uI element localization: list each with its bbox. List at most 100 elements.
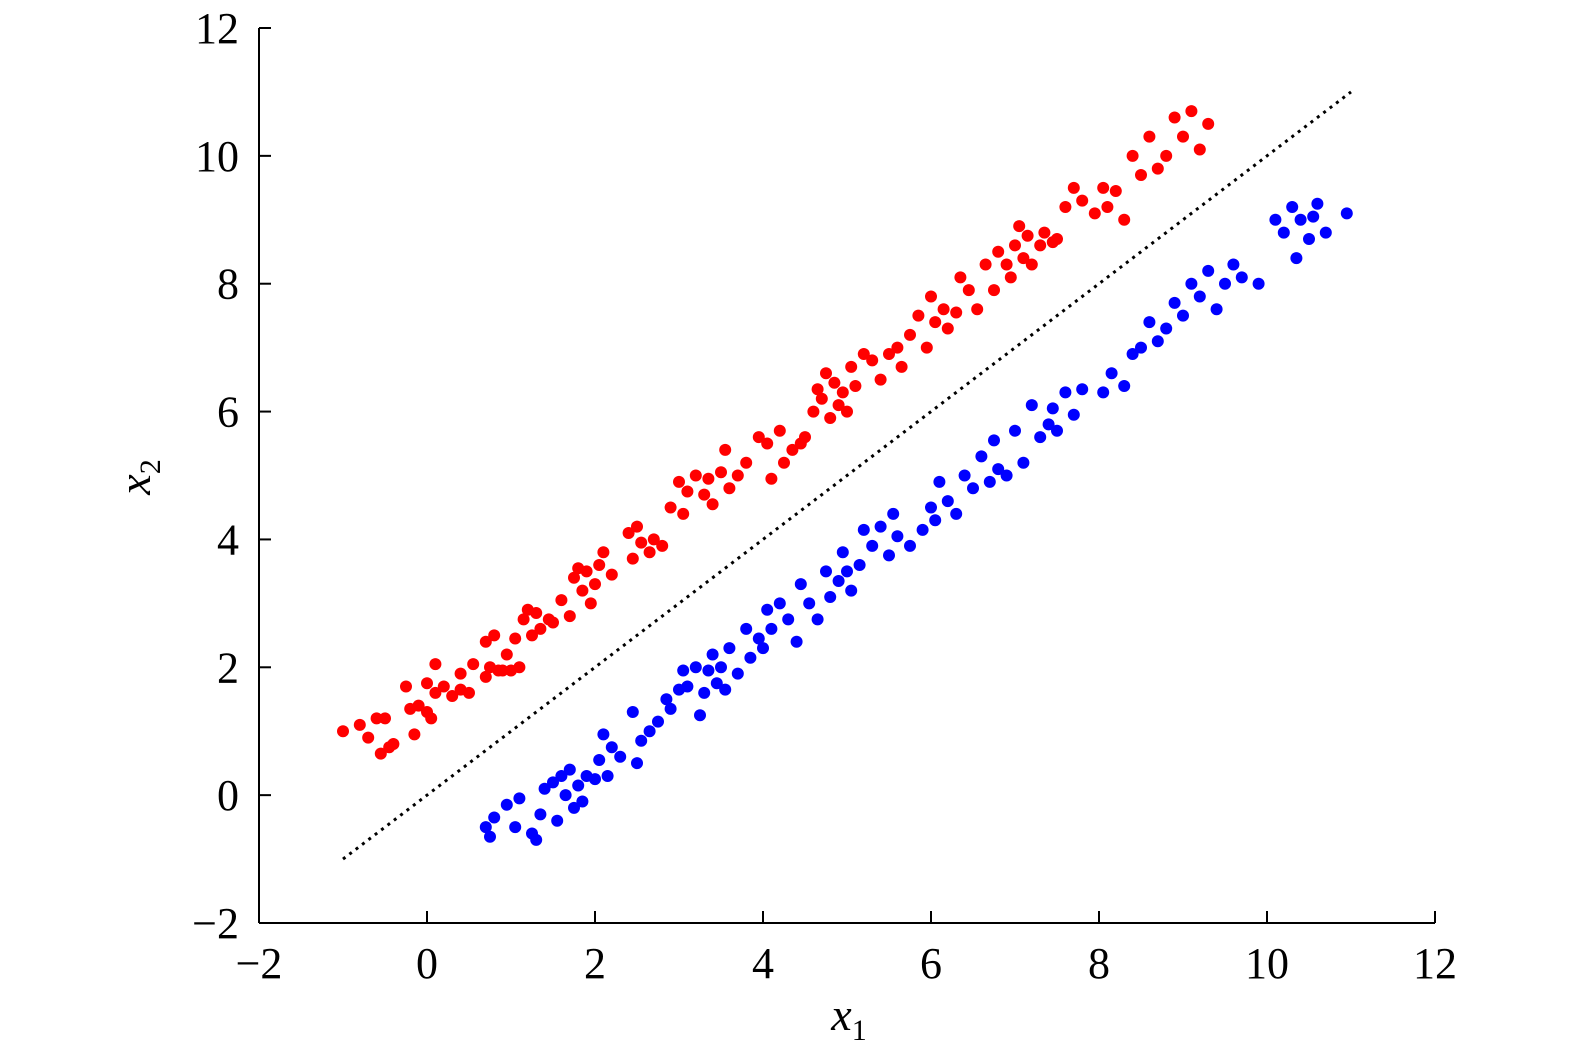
red-data-point: [937, 303, 950, 316]
blue-data-point: [559, 789, 572, 802]
red-data-point: [500, 648, 513, 661]
blue-data-point: [1294, 213, 1307, 226]
blue-data-point: [757, 642, 769, 655]
blue-data-point: [744, 651, 757, 664]
blue-data-point: [1185, 277, 1198, 290]
red-data-point: [647, 533, 660, 546]
x-axis-label: x1: [830, 989, 866, 1047]
blue-data-point: [1143, 316, 1156, 329]
blue-data-point: [929, 514, 942, 527]
blue-data-point: [845, 584, 858, 597]
blue-data-point: [1097, 386, 1110, 399]
blue-data-point: [853, 559, 866, 571]
red-data-point: [593, 559, 606, 571]
blue-data-point: [635, 734, 648, 747]
red-data-point: [429, 658, 442, 671]
blue-data-point: [836, 546, 849, 559]
x-tick-label: 8: [1088, 939, 1110, 988]
red-data-point: [828, 376, 841, 389]
red-data-point: [1017, 252, 1030, 265]
blue-data-point: [841, 565, 853, 578]
blue-data-point: [904, 539, 916, 552]
blue-data-point: [761, 603, 774, 616]
red-data-point: [1109, 185, 1122, 198]
blue-data-point: [1177, 309, 1189, 322]
blue-data-point: [643, 725, 656, 738]
blue-data-point: [1025, 399, 1038, 412]
blue-data-point: [626, 706, 639, 719]
blue-data-point: [1277, 226, 1290, 239]
red-data-point: [563, 610, 576, 623]
blue-data-point: [484, 830, 496, 843]
blue-data-point: [1193, 290, 1206, 303]
y-tick-label: 0: [217, 771, 239, 820]
blue-data-point: [1151, 335, 1164, 348]
red-data-point: [883, 348, 895, 361]
red-data-point: [815, 392, 828, 405]
blue-data-point: [975, 450, 988, 463]
red-data-point: [635, 536, 648, 549]
y-tick-label: 4: [217, 515, 239, 564]
blue-data-point: [866, 539, 879, 552]
red-data-point: [950, 306, 963, 319]
red-data-point: [517, 613, 530, 626]
blue-data-point: [1160, 322, 1173, 335]
blue-data-point: [1286, 201, 1299, 213]
x-tick-label: 6: [920, 939, 942, 988]
red-data-point: [1025, 258, 1038, 271]
blue-data-point: [689, 661, 702, 674]
red-data-point: [597, 546, 610, 559]
red-data-point: [904, 328, 916, 341]
red-data-point: [479, 635, 492, 648]
blue-data-point: [790, 635, 803, 648]
y-axis-label: x2: [109, 459, 167, 495]
red-data-point: [1202, 117, 1215, 130]
blue-data-point: [1051, 424, 1063, 437]
blue-data-point: [513, 792, 526, 805]
red-data-point: [1151, 162, 1164, 175]
blue-data-point: [568, 801, 580, 814]
red-data-point: [715, 466, 727, 479]
red-data-point: [925, 290, 937, 303]
blue-data-point: [710, 677, 723, 690]
red-data-point: [496, 664, 509, 677]
red-data-point: [765, 472, 778, 485]
red-data-point: [1088, 207, 1101, 220]
red-data-point: [954, 271, 967, 284]
red-data-point: [698, 488, 711, 501]
red-data-point: [622, 527, 635, 540]
red-data-point: [547, 616, 559, 629]
x-tick-label: 10: [1245, 939, 1289, 988]
red-data-point: [400, 680, 412, 693]
red-data-point: [412, 699, 425, 712]
red-data-point: [437, 680, 450, 693]
y-tick-label: 12: [195, 4, 239, 53]
blue-data-point: [1042, 418, 1055, 431]
blue-data-point: [500, 798, 513, 811]
blue-data-point: [874, 520, 887, 533]
red-data-point: [526, 629, 538, 642]
blue-data-point: [479, 821, 492, 834]
blue-data-point: [614, 750, 627, 763]
red-data-point: [836, 386, 849, 399]
blue-data-point: [983, 475, 996, 488]
blue-data-point: [694, 709, 706, 722]
red-data-point: [723, 482, 736, 495]
blue-data-point: [765, 622, 778, 635]
red-data-point: [1135, 169, 1147, 182]
red-data-point: [1009, 239, 1021, 252]
blue-data-point: [1017, 456, 1030, 469]
blue-data-point: [631, 757, 643, 770]
red-data-point: [509, 632, 522, 645]
blue-data-point: [958, 469, 971, 482]
red-data-point: [643, 546, 656, 559]
red-data-point: [488, 629, 501, 642]
blue-data-point: [601, 769, 614, 782]
red-data-point: [1059, 201, 1072, 213]
red-data-point: [874, 373, 887, 386]
blue-data-point: [576, 795, 589, 808]
blue-data-point: [1252, 277, 1265, 290]
decision-boundary-line: [342, 90, 1352, 861]
red-data-point: [702, 472, 715, 485]
red-data-point: [1143, 130, 1156, 143]
